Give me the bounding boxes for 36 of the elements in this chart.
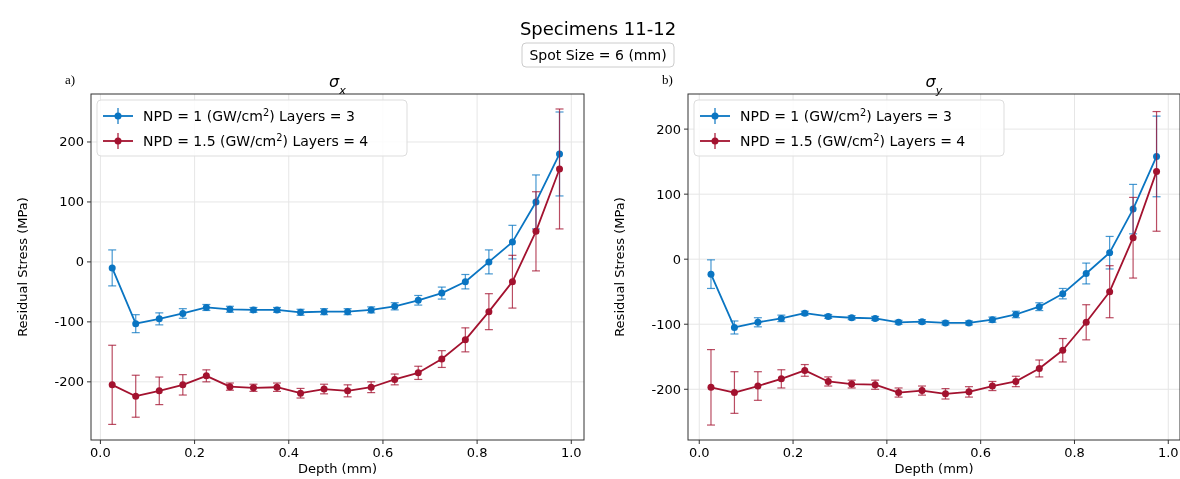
y-tick-label: 0 (672, 251, 681, 267)
y-tick-label: 200 (59, 134, 84, 150)
y-tick-label: 0 (75, 254, 84, 270)
legend-label: NPD = 1.5 (GW/cm$^{2}$) Layers = 4 (740, 131, 966, 149)
text: Specimens 11-12 (519, 18, 677, 39)
x-tick-label: 0.2 (184, 445, 205, 460)
x-tick-label: 0.4 (876, 445, 898, 460)
x-tick-label: 0.4 (278, 445, 300, 460)
x-tick-label: 0.2 (782, 445, 804, 460)
y-tick-label: 200 (656, 121, 681, 137)
y-tick-label: -200 (651, 381, 681, 397)
x-tick-label: 0.6 (970, 445, 992, 460)
text: Spot Size = 6 (mm) (529, 47, 667, 63)
legend-label: NPD = 1 (GW/cm$^{2}$) Layers = 3 (143, 106, 355, 124)
chart-title: σ$_{x}$ (329, 72, 347, 97)
x-axis-title: Depth (mm) (297, 461, 378, 476)
legend-label: NPD = 1 (GW/cm$^{2}$) Layers = 3 (740, 106, 952, 124)
y-tick-label: -200 (54, 374, 84, 390)
x-tick-label: 1.0 (1157, 445, 1179, 460)
y-tick-label: -100 (651, 316, 681, 332)
x-axis-title: Depth (mm) (894, 461, 974, 476)
y-tick-label: 100 (656, 186, 681, 202)
x-tick-label: 0.0 (688, 445, 710, 460)
x-tick-label: 0.0 (90, 445, 111, 460)
text: a) (65, 72, 76, 87)
chart-title: σ$_{y}$ (925, 72, 943, 97)
x-tick-label: 0.8 (1064, 445, 1085, 460)
y-tick-label: 100 (59, 194, 84, 210)
legend-label: NPD = 1.5 (GW/cm$^{2}$) Layers = 4 (143, 131, 369, 149)
text: b) (662, 72, 673, 87)
y-axis-title: Residual Stress (MPa) (15, 197, 30, 337)
y-tick-label: -100 (54, 314, 84, 330)
x-tick-label: 1.0 (560, 445, 582, 460)
y-axis-title: Residual Stress (MPa) (612, 197, 627, 337)
x-tick-label: 0.8 (466, 445, 488, 460)
x-tick-label: 0.6 (372, 445, 394, 460)
